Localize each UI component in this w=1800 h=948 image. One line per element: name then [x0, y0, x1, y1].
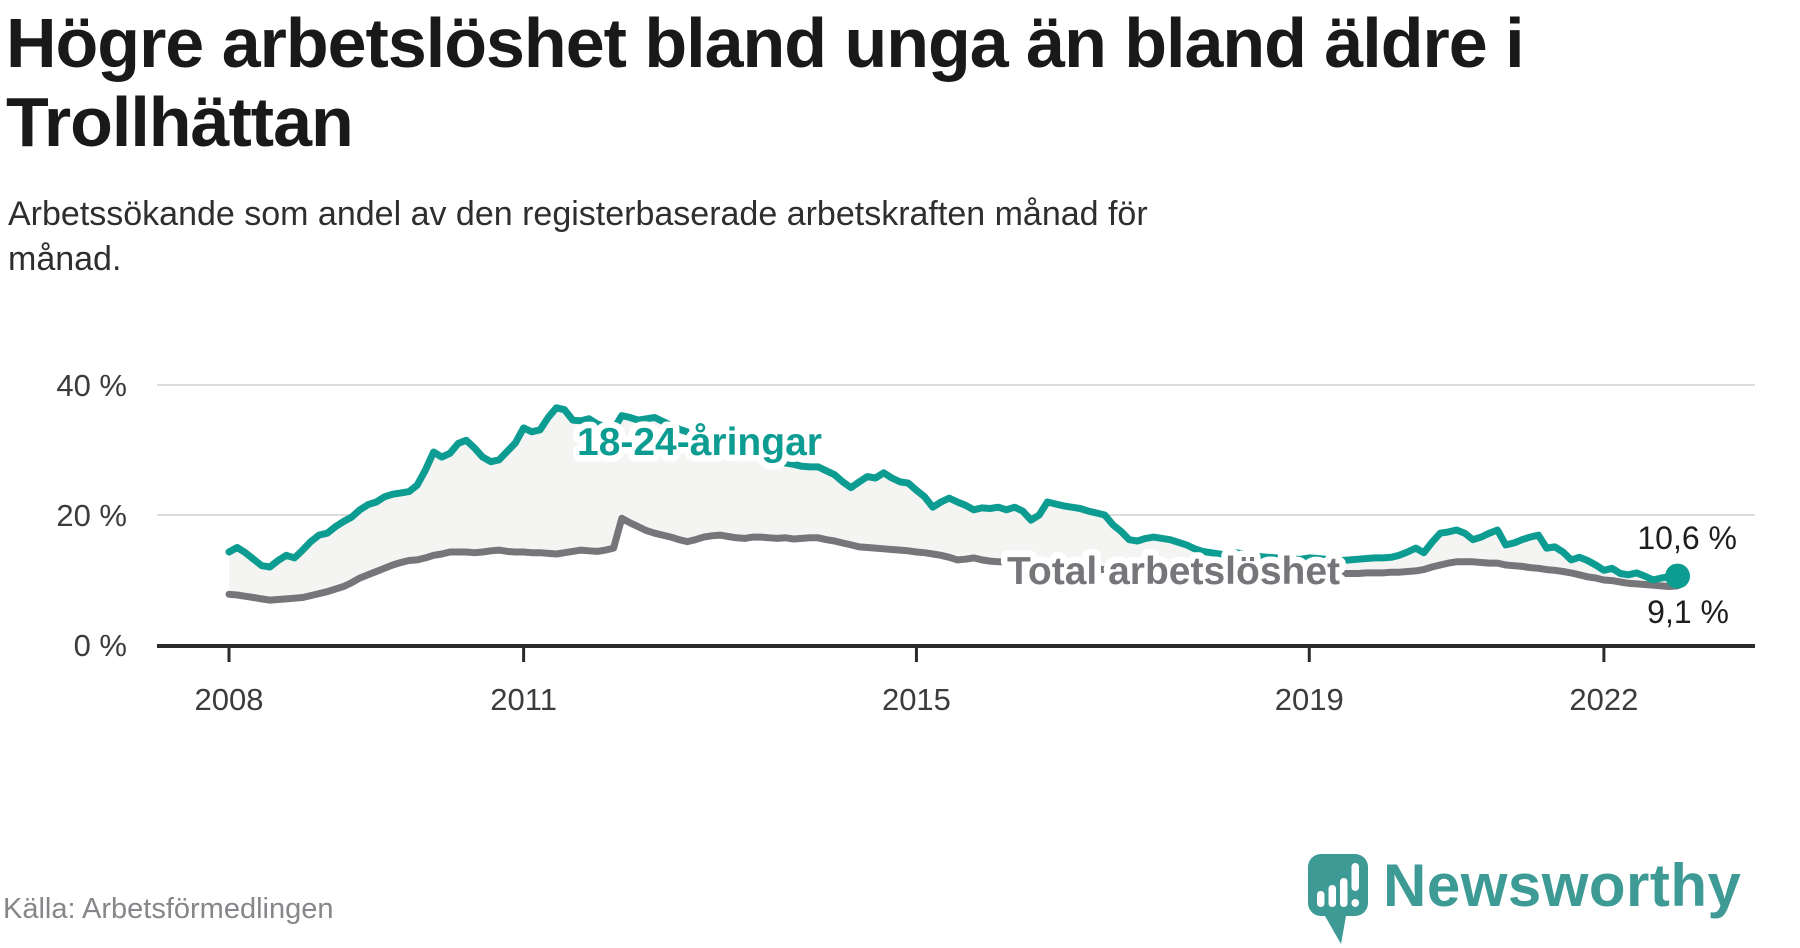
y-axis-label: 0 % — [74, 628, 127, 663]
series-label-total: Total arbetslöshet — [1007, 550, 1340, 593]
series-end-value-total: 9,1 % — [1647, 594, 1729, 630]
source-note: Källa: Arbetsförmedlingen — [3, 893, 334, 925]
page-subtitle: Arbetssökande som andel av den registerb… — [8, 195, 1148, 278]
y-axis-label: 20 % — [56, 498, 127, 533]
y-axis-label: 40 % — [56, 368, 127, 403]
series-fill-between — [229, 407, 1678, 601]
logo-bar-3 — [1340, 878, 1348, 907]
x-axis-label: 2022 — [1569, 682, 1638, 717]
logo-bar-2 — [1328, 885, 1336, 907]
logo-exclamation-stem — [1351, 863, 1359, 891]
x-axis-label: 2011 — [490, 682, 557, 717]
logo-bar-1 — [1317, 891, 1325, 907]
series-line-youth — [225, 404, 1681, 584]
brand-name: Newsworthy — [1383, 852, 1742, 919]
x-axis-label: 2019 — [1275, 682, 1344, 717]
newsworthy-logo-icon — [1308, 854, 1368, 944]
logo-exclamation-dot — [1351, 899, 1359, 907]
x-axis-label: 2015 — [882, 682, 951, 717]
series-end-value-youth: 10,6 % — [1637, 520, 1737, 556]
brand-logo: Newsworthy — [1308, 854, 1741, 946]
page-title: Högre arbetslöshet bland unga än bland ä… — [6, 4, 1525, 162]
series-line-total — [225, 514, 1681, 604]
series-end-dot — [1665, 563, 1691, 589]
x-axis-label: 2008 — [195, 682, 264, 717]
series-label-youth: 18-24-åringar — [577, 421, 822, 464]
